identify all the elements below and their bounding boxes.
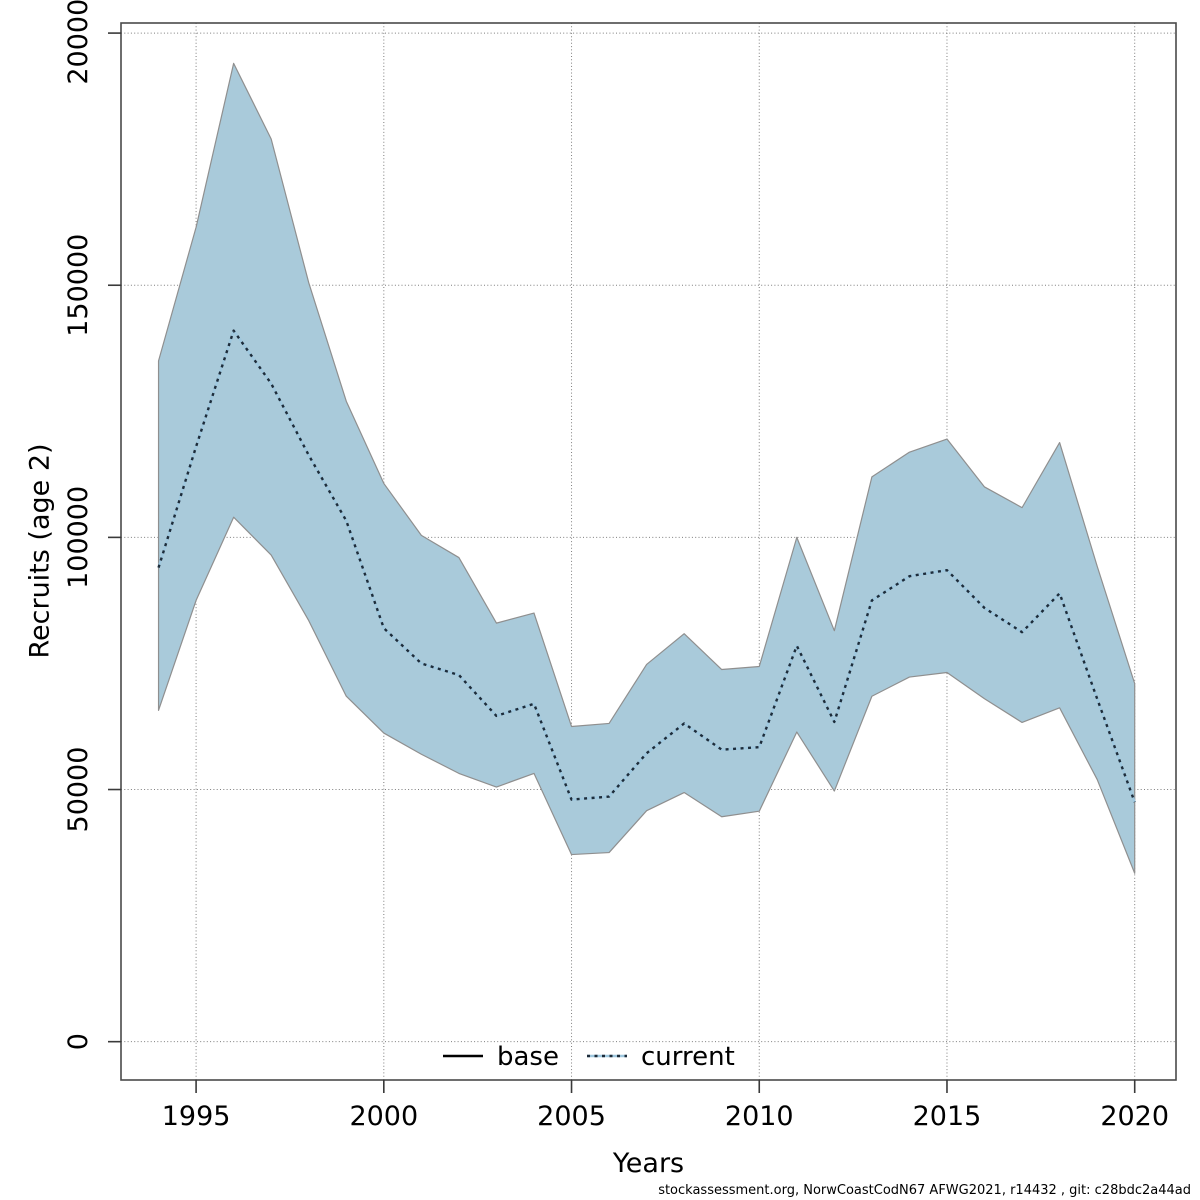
plot-border (120, 22, 1177, 1081)
axis-ticks (108, 32, 1136, 1093)
series-lines (157, 329, 1136, 803)
watermark-text: stockassessment.org, NorwCoastCodN67 AFW… (658, 1183, 1191, 1198)
y-tick-label: 0 (63, 1033, 94, 1050)
legend-label-current: current (641, 1042, 735, 1072)
y-tick-label: 150000 (63, 234, 94, 337)
legend: base current (443, 1042, 735, 1072)
x-axis-title: Years (612, 1148, 685, 1179)
y-axis-title: Recruits (age 2) (24, 443, 56, 659)
x-tick-label: 1995 (162, 1101, 231, 1132)
x-tick-label: 2015 (913, 1101, 982, 1132)
y-tick-label: 50000 (63, 747, 94, 833)
axis-tick-labels: 1995 2000 2005 2010 2015 2020 0 50000 100000 1500… (63, 0, 1169, 1132)
y-tick-label: 200000 (63, 0, 94, 85)
x-tick-label: 2010 (725, 1101, 794, 1132)
confidence-band (157, 62, 1136, 874)
y-tick-label: 100000 (63, 486, 94, 589)
confidence-band-polygon (157, 62, 1136, 874)
current-line-underlay (157, 329, 1136, 803)
legend-label-base: base (497, 1042, 559, 1072)
x-tick-label: 2005 (537, 1101, 606, 1132)
plot-box (120, 22, 1177, 1081)
x-tick-label: 2000 (349, 1101, 418, 1132)
x-tick-label: 2020 (1100, 1101, 1169, 1132)
